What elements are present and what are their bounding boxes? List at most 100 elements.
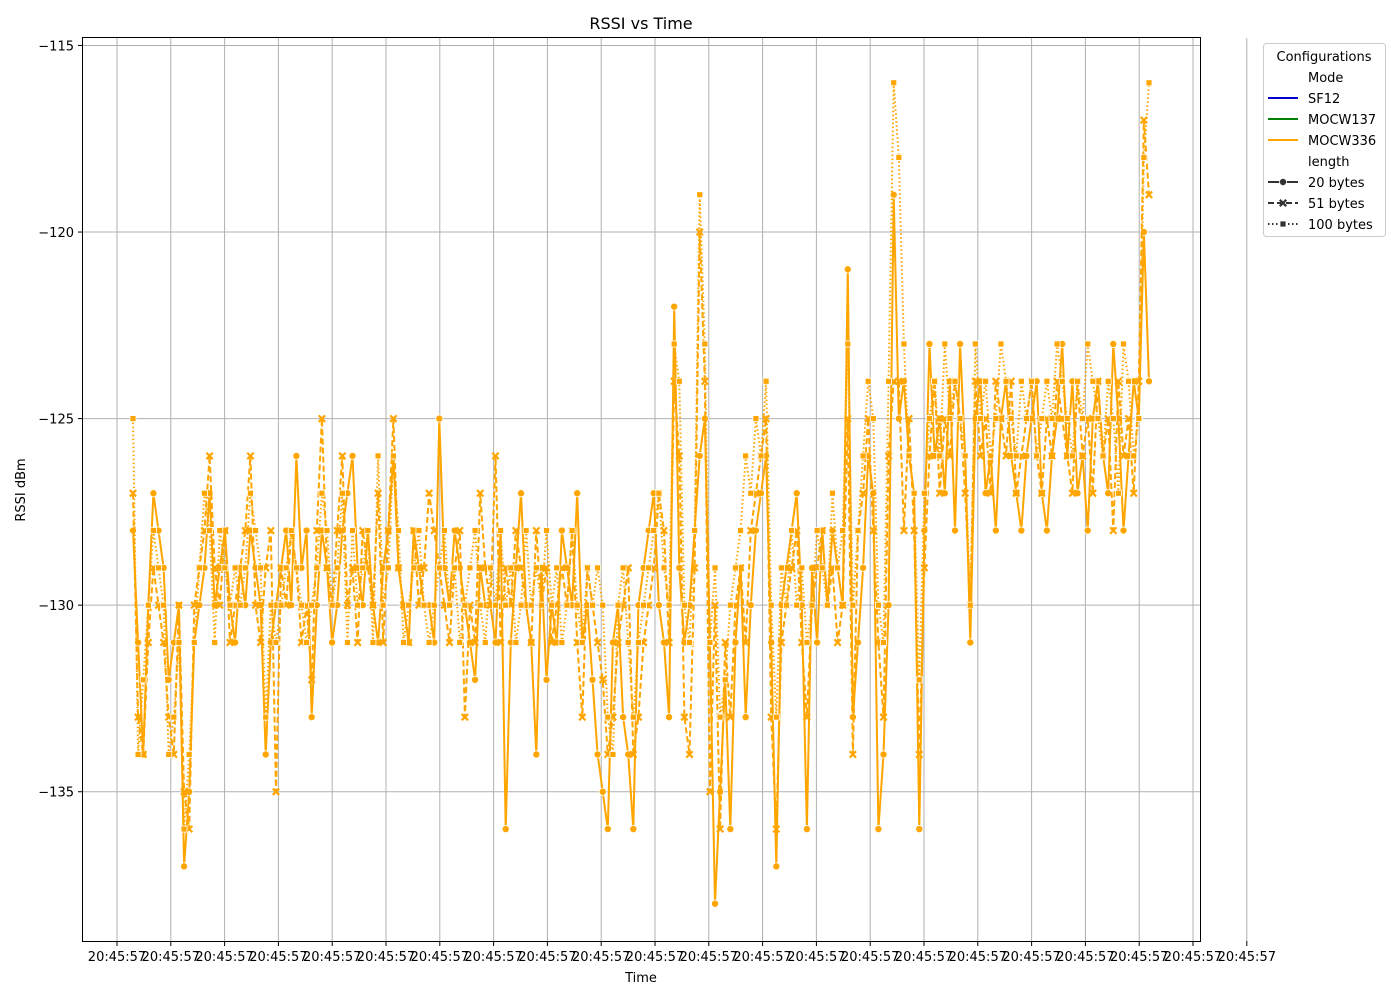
data-point — [670, 340, 678, 348]
data-point — [926, 415, 933, 423]
data-point — [660, 564, 668, 572]
legend-title: Configurations — [1277, 50, 1372, 65]
data-point — [435, 564, 443, 572]
data-point — [1120, 340, 1127, 348]
data-point — [389, 414, 398, 423]
legend-frame — [1263, 43, 1386, 237]
data-point — [614, 601, 622, 609]
data-point — [170, 713, 178, 721]
data-point — [221, 564, 229, 572]
data-point — [302, 526, 311, 535]
data-point — [1109, 339, 1118, 348]
data-point — [991, 377, 1000, 386]
grid-lines — [83, 38, 1248, 941]
data-point — [538, 601, 545, 609]
data-point — [778, 564, 785, 572]
data-point — [441, 527, 448, 534]
legend-label-mocw137: MOCW137 — [1308, 113, 1376, 128]
data-point — [578, 639, 586, 646]
data-point — [594, 564, 602, 572]
data-point — [557, 526, 566, 535]
data-point — [762, 414, 771, 423]
data-point — [1012, 489, 1021, 498]
data-point — [823, 601, 831, 609]
data-point — [527, 638, 536, 647]
legend-style-marker — [1279, 199, 1287, 207]
data-point — [160, 601, 168, 609]
data-point — [272, 639, 280, 646]
data-point — [384, 526, 393, 535]
data-point — [395, 527, 402, 534]
data-point — [665, 713, 674, 722]
data-point — [721, 676, 729, 684]
data-point — [874, 825, 883, 834]
data-point — [522, 527, 530, 534]
data-point — [1023, 415, 1030, 423]
chart-title: RSSI vs Time — [589, 14, 692, 33]
data-point — [742, 452, 750, 460]
data-point — [946, 415, 954, 423]
data-point — [512, 639, 520, 646]
data-point — [609, 751, 617, 758]
data-point — [834, 564, 841, 572]
data-point — [619, 564, 627, 572]
data-point — [1124, 414, 1133, 423]
data-point — [328, 638, 337, 647]
data-point — [1017, 377, 1025, 385]
data-point — [307, 713, 316, 722]
x-tick-label: 20:45:57 — [1110, 950, 1168, 965]
data-point — [875, 601, 882, 609]
data-point — [813, 638, 822, 647]
data-point — [491, 451, 500, 460]
data-point — [180, 787, 189, 796]
data-point — [1145, 79, 1153, 87]
data-point — [1028, 377, 1035, 385]
data-point — [1048, 415, 1056, 423]
data-point — [894, 414, 903, 423]
x-tick-label: 20:45:57 — [626, 950, 684, 965]
legend: Configurations Mode SF12 MOCW137 MOCW336 len… — [1263, 43, 1386, 237]
data-point — [1063, 415, 1071, 423]
data-point — [589, 601, 596, 609]
data-point — [936, 452, 944, 460]
data-point — [777, 638, 786, 647]
legend-hue-title: Mode — [1308, 71, 1343, 86]
data-point — [359, 564, 367, 572]
data-point — [144, 601, 152, 609]
data-point — [1058, 377, 1066, 385]
data-point — [558, 639, 566, 646]
y-tick-label: −130 — [38, 599, 74, 614]
legend-label-length: 100 bytes — [1308, 218, 1373, 233]
data-point — [543, 527, 550, 534]
data-point — [369, 639, 377, 646]
data-point — [762, 377, 770, 385]
data-point — [175, 639, 183, 646]
data-point — [374, 489, 383, 498]
data-point — [532, 526, 541, 535]
data-point — [854, 527, 862, 534]
data-point — [1079, 415, 1087, 423]
data-point — [333, 526, 342, 535]
data-point — [435, 414, 444, 423]
data-point — [665, 638, 674, 647]
data-point — [318, 489, 326, 497]
data-point — [783, 601, 790, 609]
data-point — [1042, 526, 1051, 535]
x-tick-label: 20:45:57 — [1164, 950, 1222, 965]
x-tick-label: 20:45:57 — [1056, 950, 1114, 965]
data-point — [476, 601, 484, 609]
data-point — [216, 527, 224, 534]
data-point — [711, 564, 719, 572]
data-point — [961, 452, 969, 460]
y-tick-label: −120 — [38, 226, 74, 241]
data-point — [798, 564, 806, 572]
data-point — [665, 601, 673, 609]
data-point — [496, 638, 505, 647]
data-point — [899, 526, 908, 535]
x-tick-label: 20:45:57 — [464, 950, 522, 965]
data-point — [603, 825, 612, 834]
data-point — [445, 638, 454, 647]
x-tick-label: 20:45:57 — [142, 950, 200, 965]
y-tick-label: −115 — [38, 39, 74, 54]
